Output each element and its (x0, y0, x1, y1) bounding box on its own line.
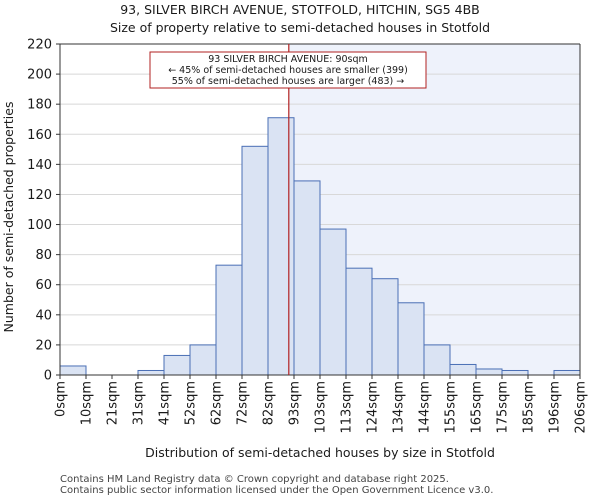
chart-subtitle: Size of property relative to semi-detach… (109, 20, 491, 35)
y-tick-label: 20 (35, 338, 52, 353)
y-tick-label: 200 (27, 68, 52, 83)
histogram-bar (59, 365, 87, 376)
histogram-bar (163, 354, 191, 376)
histogram-bar (553, 369, 581, 376)
histogram-bar (371, 278, 399, 376)
x-tick-label: 82sqm (262, 381, 277, 425)
histogram-bar (397, 302, 425, 376)
x-tick-label: 72sqm (236, 381, 251, 425)
y-tick-label: 100 (27, 218, 52, 233)
histogram-bar (475, 368, 503, 376)
x-tick-label: 124sqm (366, 381, 381, 434)
x-tick-label: 175sqm (496, 381, 511, 434)
y-tick-label: 220 (27, 38, 52, 53)
x-tick-label: 144sqm (418, 381, 433, 434)
x-tick-label: 134sqm (392, 381, 407, 434)
footer-licence: Contains public sector information licen… (60, 485, 494, 496)
x-tick-label: 0sqm (54, 381, 69, 417)
histogram-bar (137, 369, 165, 376)
y-axis-label: Number of semi-detached properties (1, 102, 16, 333)
annotation-line-3: 55% of semi-detached houses are larger (… (172, 76, 405, 87)
y-tick-label: 120 (27, 188, 52, 203)
x-tick-label: 113sqm (340, 381, 355, 434)
y-tick-label: 80 (35, 248, 52, 263)
x-tick-label: 93sqm (288, 381, 303, 425)
histogram-bar (345, 267, 373, 376)
y-tick-label: 180 (27, 98, 52, 113)
x-tick-label: 155sqm (444, 381, 459, 434)
x-tick-label: 185sqm (522, 381, 537, 434)
x-tick-label: 10sqm (80, 381, 95, 425)
y-tick-label: 40 (35, 308, 52, 323)
y-tick-label: 0 (44, 369, 52, 384)
histogram-bar (293, 180, 321, 376)
footer-copyright: Contains HM Land Registry data © Crown c… (60, 474, 449, 485)
annotation-line-1: 93 SILVER BIRCH AVENUE: 90sqm (208, 54, 368, 65)
x-tick-label: 52sqm (184, 381, 199, 425)
histogram-bar (449, 363, 477, 376)
x-tick-label: 165sqm (470, 381, 485, 434)
annotation-box (149, 51, 427, 89)
histogram-bar (189, 344, 217, 376)
y-tick-label: 160 (27, 128, 52, 143)
x-tick-label: 196sqm (548, 381, 563, 434)
histogram-bar (423, 344, 451, 376)
x-tick-label: 62sqm (210, 381, 225, 425)
histogram-bar (215, 264, 243, 376)
y-tick-label: 140 (27, 158, 52, 173)
x-tick-label: 103sqm (314, 381, 329, 434)
histogram-bar (501, 369, 529, 376)
x-tick-label: 31sqm (132, 381, 147, 425)
y-tick-label: 60 (35, 278, 52, 293)
histogram-bar (241, 145, 269, 376)
x-tick-label: 21sqm (106, 381, 121, 425)
x-tick-label: 206sqm (574, 381, 589, 434)
annotation-line-2: ← 45% of semi-detached houses are smalle… (168, 65, 408, 76)
x-axis-label: Distribution of semi-detached houses by … (145, 445, 495, 460)
histogram-bar (319, 228, 347, 376)
histogram-bar (267, 117, 295, 376)
chart-title: 93, SILVER BIRCH AVENUE, STOTFOLD, HITCH… (120, 2, 480, 17)
x-tick-label: 41sqm (158, 381, 173, 425)
